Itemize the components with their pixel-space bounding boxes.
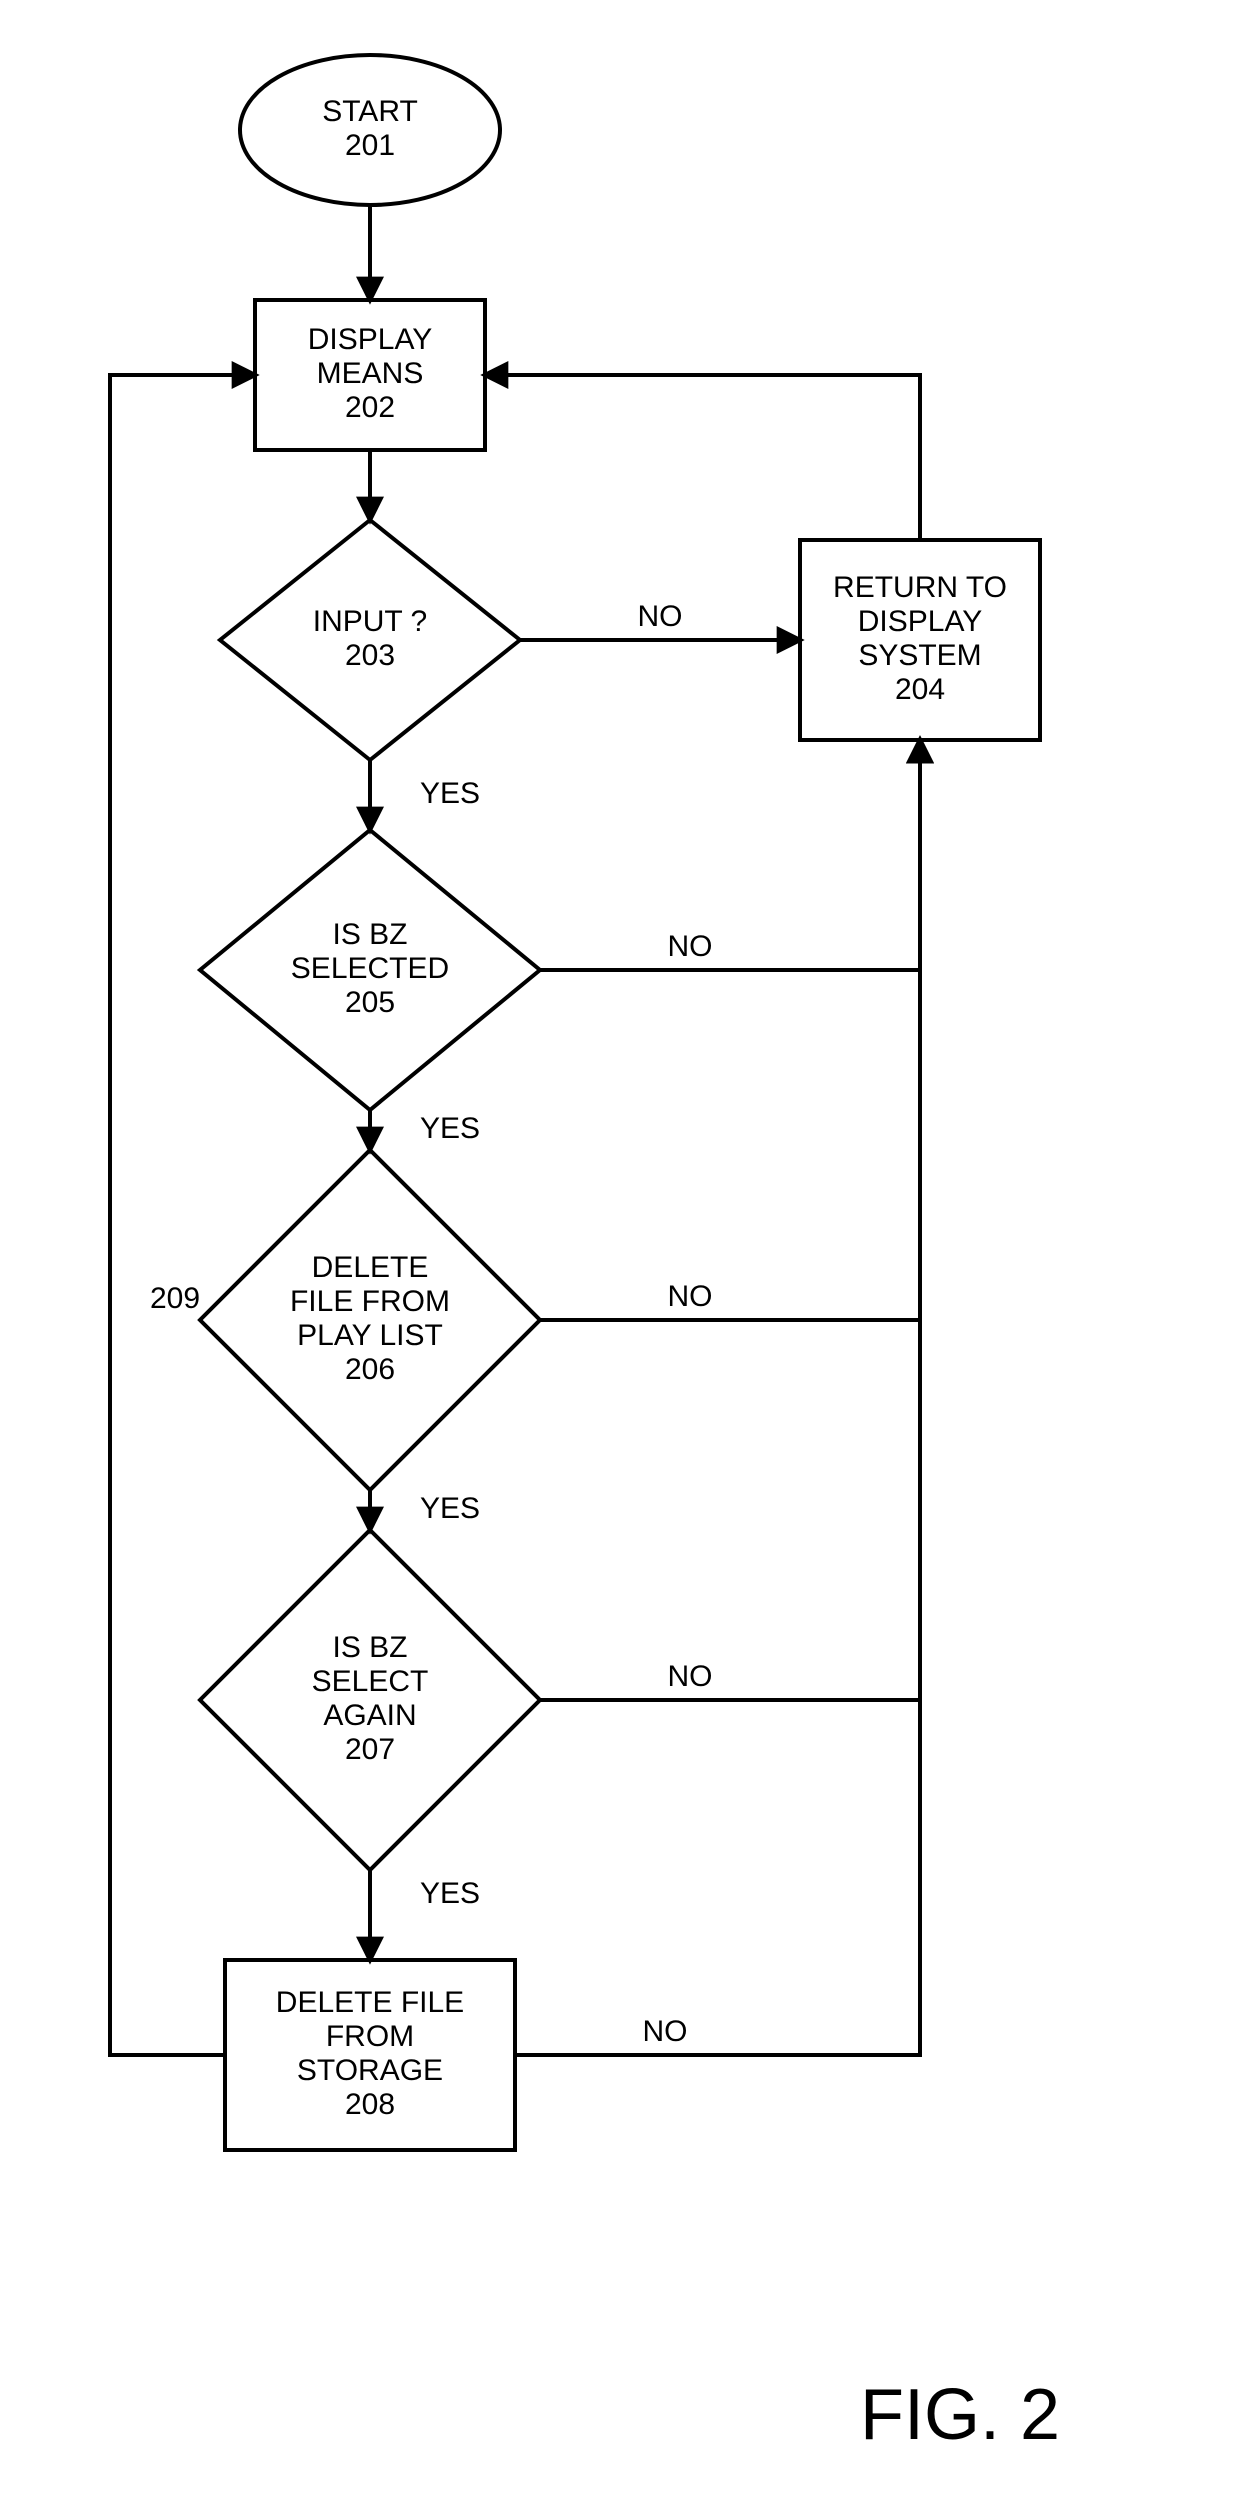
svg-text:SELECTED: SELECTED [291, 952, 449, 985]
svg-text:207: 207 [345, 1733, 395, 1766]
label-delpl-no: NO [668, 1280, 713, 1313]
node-again-label: IS BZSELECTAGAIN207 [312, 1631, 429, 1766]
label-input-yes: YES [420, 777, 480, 810]
svg-text:DISPLAY: DISPLAY [308, 323, 433, 356]
svg-text:205: 205 [345, 986, 395, 1019]
svg-text:AGAIN: AGAIN [323, 1699, 416, 1732]
node-isbz-label: IS BZSELECTED205 [291, 918, 449, 1019]
label-isbz-yes: YES [420, 1112, 480, 1145]
svg-text:FILE FROM: FILE FROM [290, 1285, 450, 1318]
edge-return-display [485, 375, 920, 540]
edge-again-return [540, 740, 920, 1700]
svg-text:INPUT ?: INPUT ? [313, 605, 427, 638]
node-input-label: INPUT ?203 [313, 605, 427, 672]
label-again-no: NO [668, 1660, 713, 1693]
svg-text:DELETE: DELETE [312, 1251, 429, 1284]
edge-delpl-return [540, 740, 920, 1320]
svg-text:206: 206 [345, 1353, 395, 1386]
svg-text:DISPLAY: DISPLAY [858, 605, 983, 638]
svg-text:DELETE FILE: DELETE FILE [276, 1986, 464, 2019]
svg-text:SELECT: SELECT [312, 1665, 429, 1698]
svg-text:RETURN TO: RETURN TO [833, 571, 1007, 604]
label-isbz-no: NO [668, 930, 713, 963]
label-delst-no: NO [643, 2015, 688, 2048]
svg-text:202: 202 [345, 391, 395, 424]
svg-text:201: 201 [345, 129, 395, 162]
svg-text:FROM: FROM [326, 2020, 414, 2053]
edge-delst-return [515, 740, 920, 2055]
svg-text:STORAGE: STORAGE [297, 2054, 443, 2087]
label-again-yes: YES [420, 1877, 480, 1910]
svg-text:IS BZ: IS BZ [332, 1631, 407, 1664]
svg-text:203: 203 [345, 639, 395, 672]
label-input-no: NO [638, 600, 683, 633]
node-return-label: RETURN TODISPLAYSYSTEM204 [833, 571, 1007, 706]
svg-text:PLAY LIST: PLAY LIST [297, 1319, 443, 1352]
node-delst-label: DELETE FILEFROMSTORAGE208 [276, 1986, 464, 2121]
label-delpl-yes: YES [420, 1492, 480, 1525]
svg-text:SYSTEM: SYSTEM [858, 639, 981, 672]
svg-text:IS BZ: IS BZ [332, 918, 407, 951]
edge-isbz-return [540, 740, 920, 970]
figure-label: FIG. 2 [860, 2375, 1060, 2455]
svg-text:208: 208 [345, 2088, 395, 2121]
node-display-label: DISPLAYMEANS202 [308, 323, 433, 424]
svg-text:START: START [322, 95, 418, 128]
svg-text:MEANS: MEANS [317, 357, 424, 390]
label-209: 209 [150, 1282, 200, 1315]
svg-text:204: 204 [895, 673, 945, 706]
node-delpl-label: DELETEFILE FROMPLAY LIST206 [290, 1251, 450, 1386]
node-start-label: START201 [322, 95, 418, 162]
